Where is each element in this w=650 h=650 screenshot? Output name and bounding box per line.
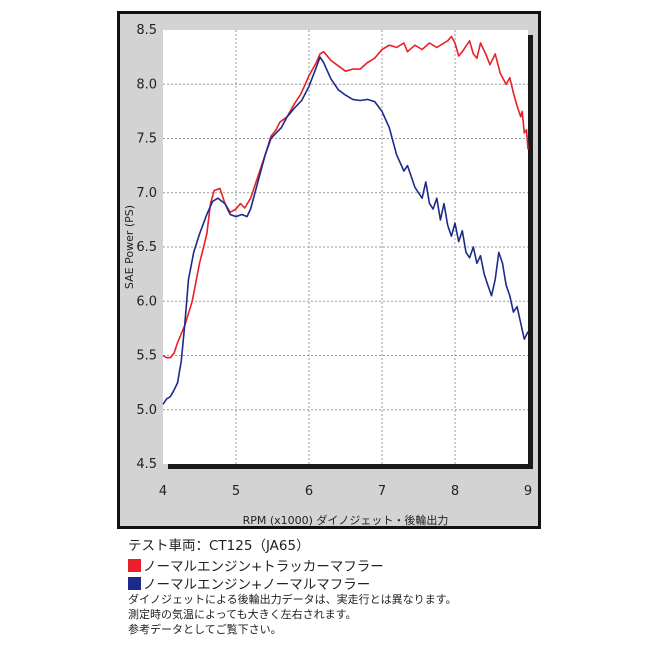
legend-label-normal: ノーマルエンジン+ノーマルマフラー xyxy=(143,577,371,593)
x-tick-label: 7 xyxy=(378,484,386,499)
x-tick-label: 9 xyxy=(524,484,532,499)
power-chart: 4.5 5.0 5.5 6.0 6.5 7.0 7.5 8.0 8.5 4 5 6 7 8 9 RPM (x1… xyxy=(123,23,533,526)
y-tick-label: 4.5 xyxy=(136,457,157,472)
legend-swatch-red xyxy=(128,558,141,572)
x-tick-label: 5 xyxy=(232,484,240,499)
y-tick-label: 7.0 xyxy=(136,186,157,201)
test-vehicle-title: テスト車両：CT125（JA65） xyxy=(128,538,310,554)
note-line-2: 測定時の気温によっても大きく左右されます。 xyxy=(128,608,357,621)
x-tick-label: 6 xyxy=(305,484,313,499)
y-tick-label: 6.0 xyxy=(136,294,157,309)
x-axis-title: RPM (x1000) ダイノジェット・後輪出力 xyxy=(243,513,449,526)
note-line-3: 参考データとしてご覧下さい。 xyxy=(128,623,282,636)
x-tick-label: 8 xyxy=(451,484,459,499)
y-tick-label: 8.0 xyxy=(136,77,157,92)
legend-label-tracker: ノーマルエンジン+トラッカーマフラー xyxy=(143,559,384,575)
legend-swatch-blue xyxy=(128,576,141,590)
note-line-1: ダイノジェットによる後輪出力データは、実走行とは異なります。 xyxy=(128,593,457,606)
legend-item-tracker: ノーマルエンジン+トラッカーマフラー xyxy=(128,556,548,575)
y-tick-label: 5.5 xyxy=(136,349,157,364)
caption: テスト車両：CT125（JA65） ノーマルエンジン+トラッカーマフラー ノーマ… xyxy=(128,538,548,637)
legend-item-normal: ノーマルエンジン+ノーマルマフラー xyxy=(128,574,548,593)
y-tick-label: 6.5 xyxy=(136,240,157,255)
y-tick-label: 5.0 xyxy=(136,403,157,418)
y-tick-label: 8.5 xyxy=(136,23,157,38)
series-line-tracker xyxy=(162,35,529,359)
chart-frame: 4.5 5.0 5.5 6.0 6.5 7.0 7.5 8.0 8.5 4 5 6 7 8 9 RPM (x1… xyxy=(117,11,541,529)
y-tick-label: 7.5 xyxy=(136,132,157,147)
x-tick-label: 4 xyxy=(159,484,167,499)
series-line-normal xyxy=(162,56,529,405)
y-axis-title: SAE Power (PS) xyxy=(123,205,136,289)
